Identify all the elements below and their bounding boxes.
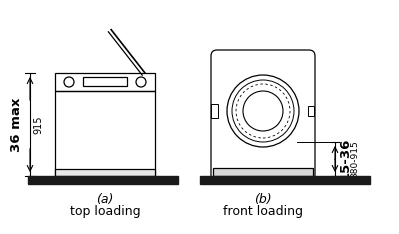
Text: 15-36: 15-36	[339, 138, 352, 180]
Text: 380-915: 380-915	[350, 140, 359, 178]
Bar	[211, 104, 218, 118]
Bar	[83, 77, 127, 86]
Text: front loading: front loading	[223, 205, 303, 219]
Bar	[28, 176, 178, 184]
Bar	[200, 176, 370, 184]
Text: 915: 915	[33, 115, 43, 134]
Bar	[55, 91, 155, 176]
Bar	[308, 106, 314, 116]
Bar	[213, 168, 313, 176]
Text: top loading: top loading	[70, 205, 140, 219]
Bar	[55, 169, 155, 176]
Text: 36 max: 36 max	[10, 97, 22, 152]
Text: (a): (a)	[96, 194, 114, 206]
Text: (b): (b)	[254, 194, 272, 206]
Bar	[55, 73, 155, 91]
